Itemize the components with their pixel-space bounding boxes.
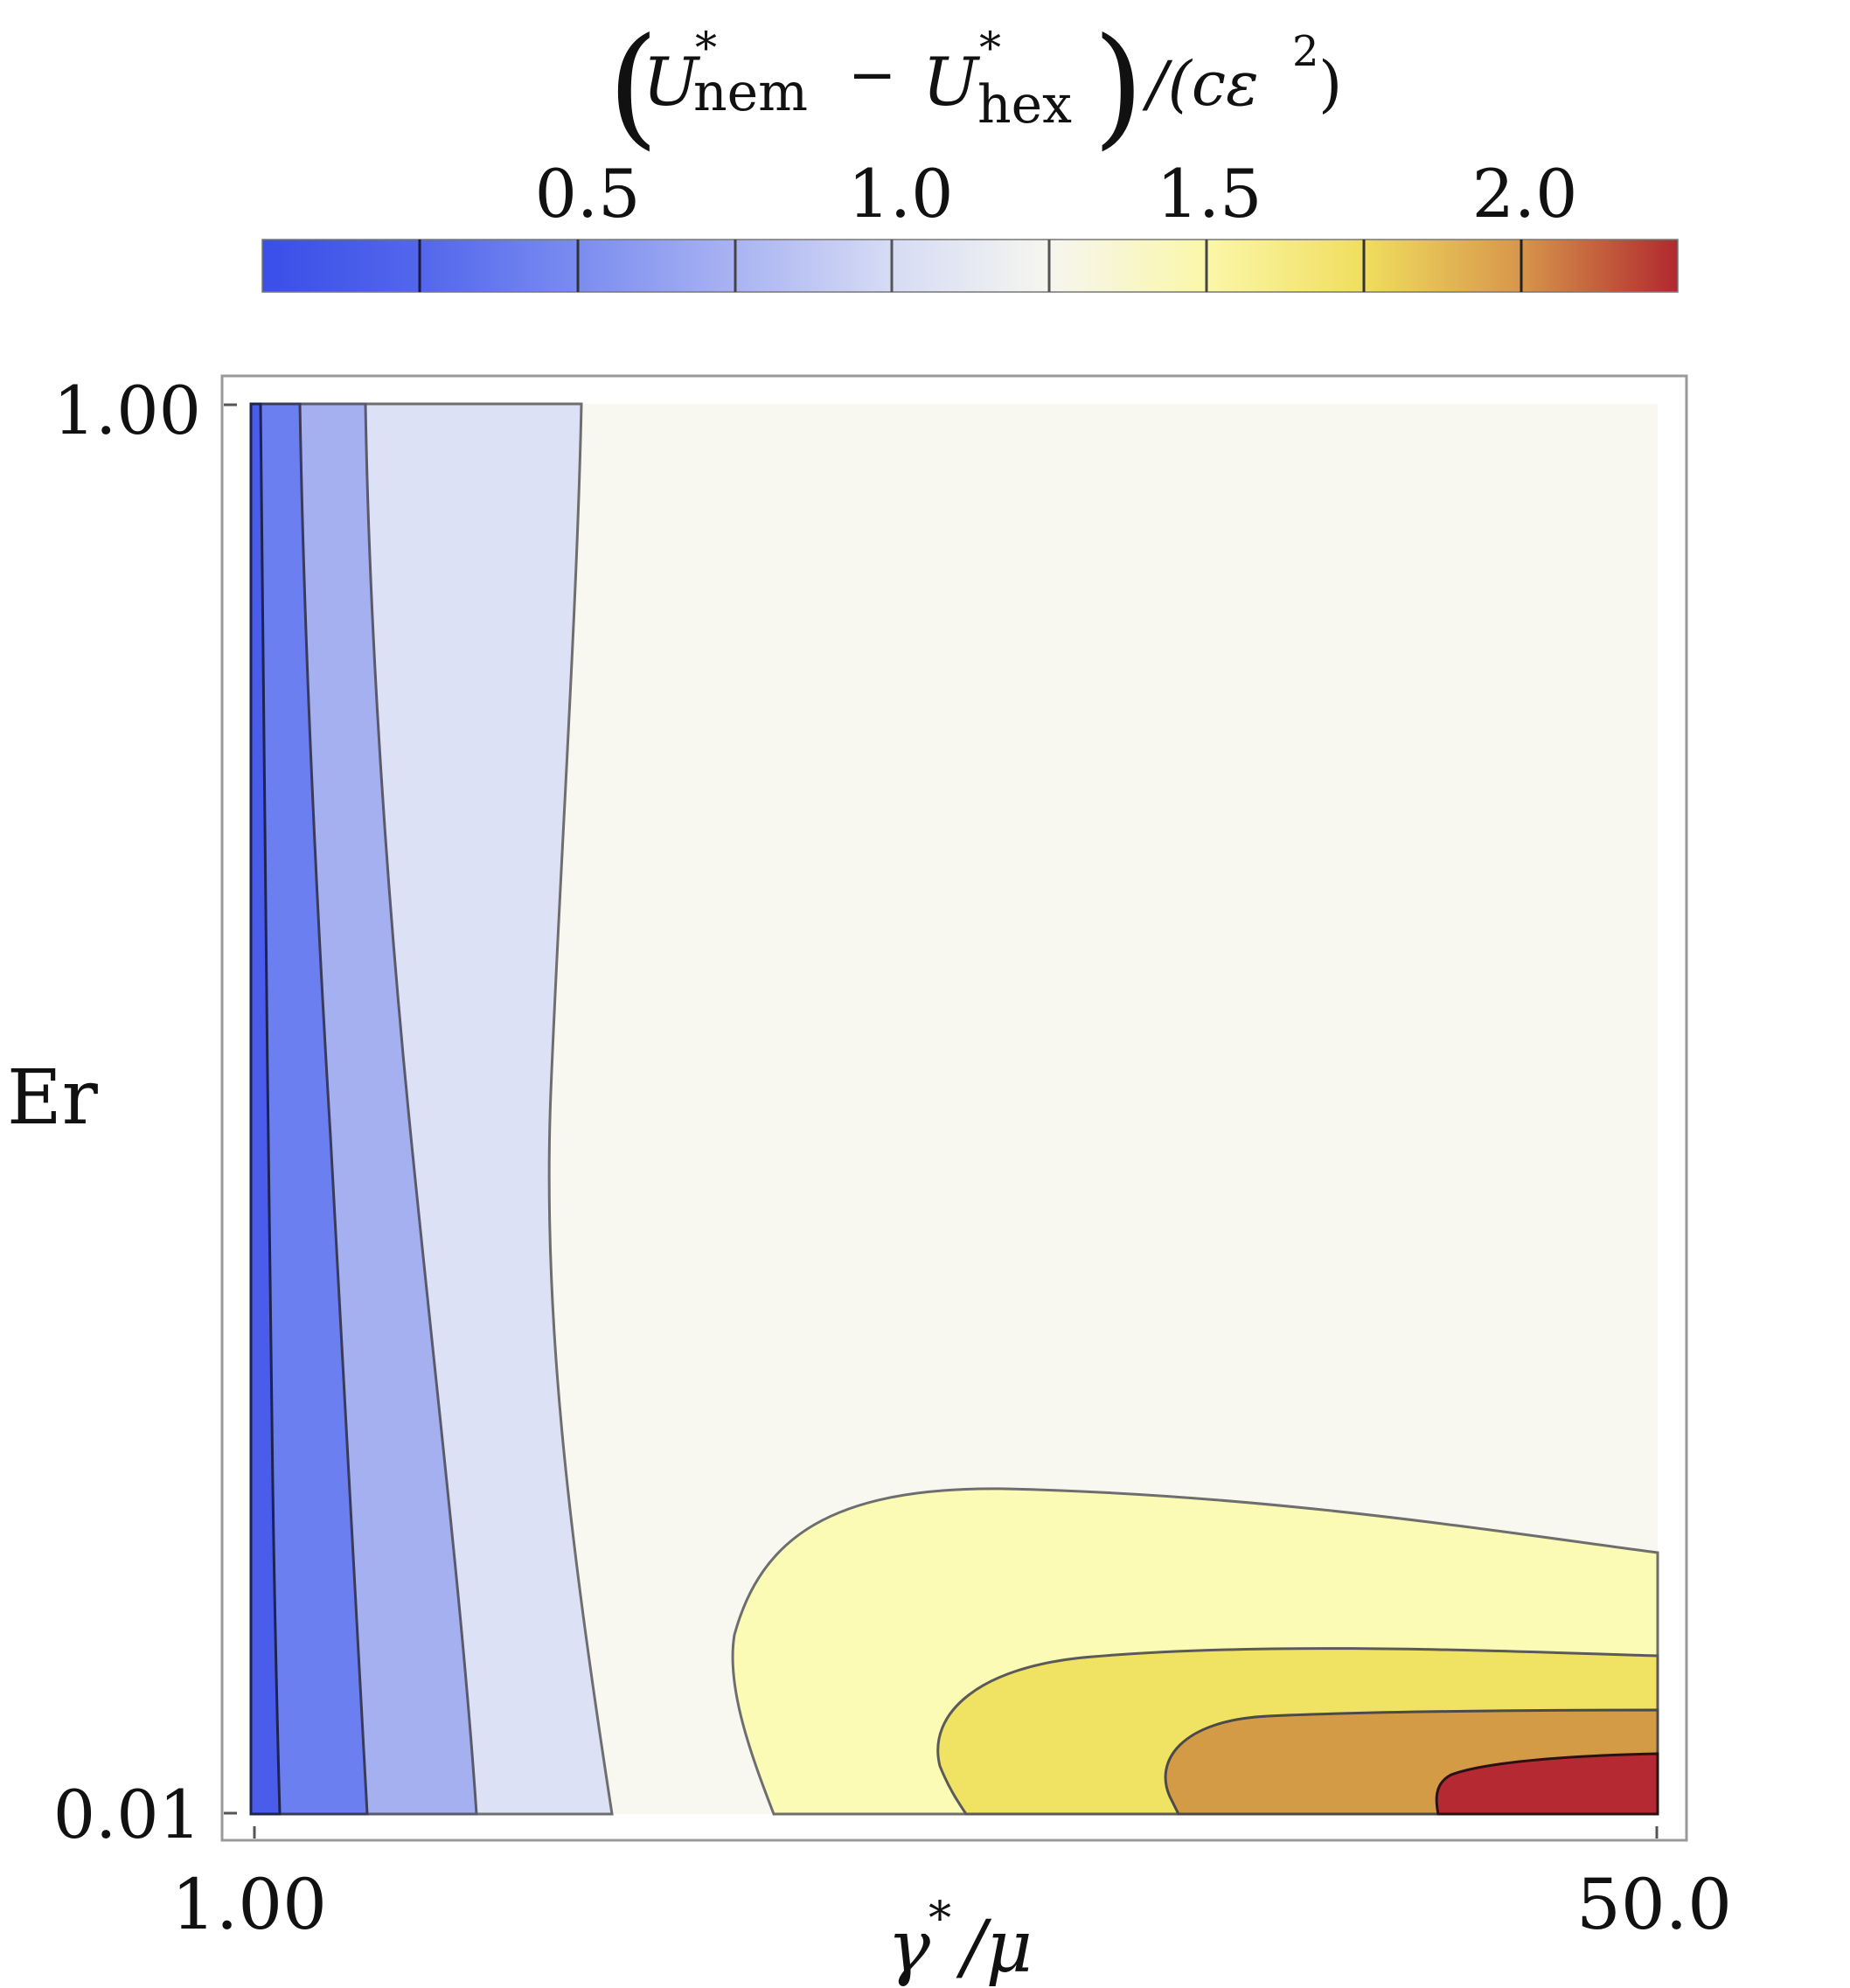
- y-tick-label: 0.01: [53, 1776, 201, 1853]
- title-sub-hex: hex: [977, 74, 1072, 136]
- colorbar-title: ( U * nem − U * hex ) /(cε 2 ): [608, 10, 1342, 163]
- title-star-hex: *: [979, 23, 1001, 73]
- title-exponent: 2: [1292, 27, 1319, 76]
- title-paren-open: (: [608, 10, 659, 163]
- title-tail: /(cε: [1142, 48, 1259, 120]
- x-axis-label-rest: /μ: [956, 1906, 1033, 1988]
- colorbar-tick-label: 0.5: [535, 155, 641, 233]
- title-minus: −: [848, 41, 896, 108]
- x-axis-label-sup: *: [928, 1893, 951, 1945]
- colorbar-tick-label: 1.0: [848, 155, 954, 233]
- title-star-nem: *: [695, 23, 717, 73]
- y-tick-label: 1.00: [53, 372, 201, 449]
- title-u-hex: U: [922, 43, 981, 121]
- colorbar-frame: [261, 239, 1679, 293]
- colorbar: [261, 239, 1679, 293]
- y-axis-label: Er: [7, 1054, 99, 1142]
- title-tail-end: ): [1318, 48, 1342, 120]
- x-tick-label: 50.0: [1576, 1864, 1732, 1945]
- x-tick-label: 1.00: [171, 1864, 327, 1945]
- colorbar-gradient: [262, 240, 1678, 292]
- region-0.5-0.75: [249, 402, 369, 1816]
- contour-plot: [249, 402, 1659, 1816]
- title-u-nem: U: [643, 43, 701, 121]
- title-sub-nem: nem: [693, 62, 808, 123]
- colorbar-tick-label: 2.0: [1472, 155, 1578, 233]
- x-axis-label: γ * /μ: [887, 1893, 1033, 1988]
- colorbar-tick-label: 1.5: [1157, 155, 1262, 233]
- title-paren-close: ): [1093, 10, 1144, 163]
- region-above-2.0: [1435, 1752, 1659, 1816]
- x-axis-label-base: γ: [887, 1906, 931, 1988]
- region-below-0.5: [249, 402, 282, 1816]
